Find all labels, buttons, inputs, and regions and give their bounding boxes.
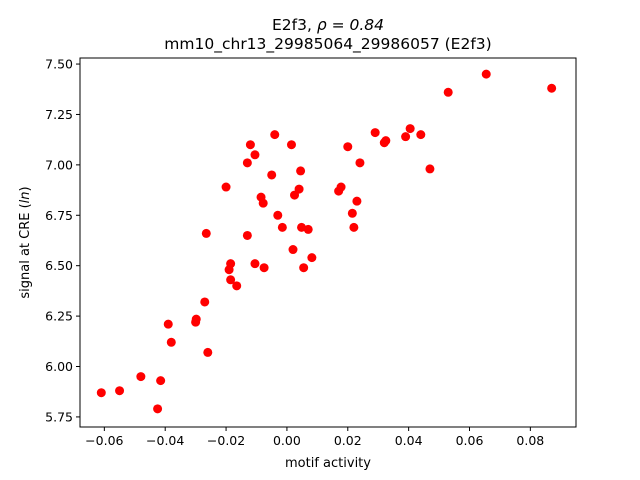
data-point [349, 222, 359, 232]
chart-title-line-2: mm10_chr13_29985064_29986057 (E2f3) [164, 35, 491, 54]
data-point [273, 210, 283, 220]
data-point [425, 164, 435, 174]
data-point [299, 263, 309, 273]
data-point [250, 259, 260, 269]
data-point [307, 253, 317, 263]
y-tick-label: 6.25 [45, 309, 73, 324]
data-point [416, 130, 426, 140]
y-tick-label: 6.75 [45, 208, 73, 223]
data-point [136, 372, 146, 382]
data-point [156, 376, 166, 386]
data-point [166, 337, 176, 347]
data-points [96, 69, 557, 414]
data-point [226, 275, 236, 285]
x-tick-label: −0.02 [207, 433, 245, 448]
y-axis-label: signal at CRE (ln) [18, 186, 33, 298]
data-point [547, 83, 557, 93]
data-point [191, 314, 201, 324]
data-point [115, 386, 125, 396]
y-tick-label: 7.25 [45, 107, 73, 122]
plot-frame [79, 57, 577, 428]
data-point [226, 259, 236, 269]
x-tick-label: 0.02 [334, 433, 362, 448]
data-point [258, 198, 268, 208]
data-point [259, 263, 269, 273]
x-tick-label: 0.04 [395, 433, 423, 448]
data-point [288, 245, 298, 255]
data-point [401, 132, 411, 142]
x-axis-label: motif activity [285, 456, 371, 471]
data-point [294, 184, 304, 194]
data-point [303, 224, 313, 234]
data-point [347, 208, 357, 218]
data-point [370, 128, 380, 138]
y-axis-ticks: 5.75 6.00 6.25 6.50 6.75 7.00 7.25 7.50 [45, 57, 80, 424]
data-point [221, 182, 231, 192]
data-point [245, 140, 255, 150]
y-tick-label: 5.75 [45, 409, 73, 424]
data-point [336, 182, 346, 192]
chart-title-line-1: E2f3, ρ = 0.84 [272, 16, 384, 34]
data-point [242, 158, 252, 168]
data-point [242, 230, 252, 240]
x-tick-label: 0.00 [273, 433, 301, 448]
y-tick-label: 7.00 [45, 157, 73, 172]
data-point [96, 388, 106, 398]
data-point [232, 281, 242, 291]
y-tick-label: 7.50 [45, 57, 73, 72]
data-point [296, 166, 306, 176]
data-point [267, 170, 277, 180]
x-tick-label: −0.04 [146, 433, 184, 448]
x-tick-label: −0.06 [85, 433, 123, 448]
y-tick-label: 6.00 [45, 359, 73, 374]
x-tick-label: 0.08 [516, 433, 544, 448]
y-tick-label: 6.50 [45, 258, 73, 273]
data-point [163, 319, 173, 329]
data-point [443, 87, 453, 97]
data-point [343, 142, 353, 152]
data-point [200, 297, 210, 307]
data-point [203, 347, 213, 357]
x-axis-ticks: −0.06 −0.04 −0.02 0.00 0.02 0.04 0.06 0.08 [85, 427, 544, 448]
data-point [201, 228, 211, 238]
data-point [355, 158, 365, 168]
data-point [153, 404, 163, 414]
data-point [352, 196, 362, 206]
data-point [270, 130, 280, 140]
data-point [381, 136, 391, 146]
data-point [277, 222, 287, 232]
data-point [250, 150, 260, 160]
data-point [405, 124, 415, 134]
data-point [481, 69, 491, 79]
x-tick-label: 0.06 [456, 433, 484, 448]
data-point [286, 140, 296, 150]
